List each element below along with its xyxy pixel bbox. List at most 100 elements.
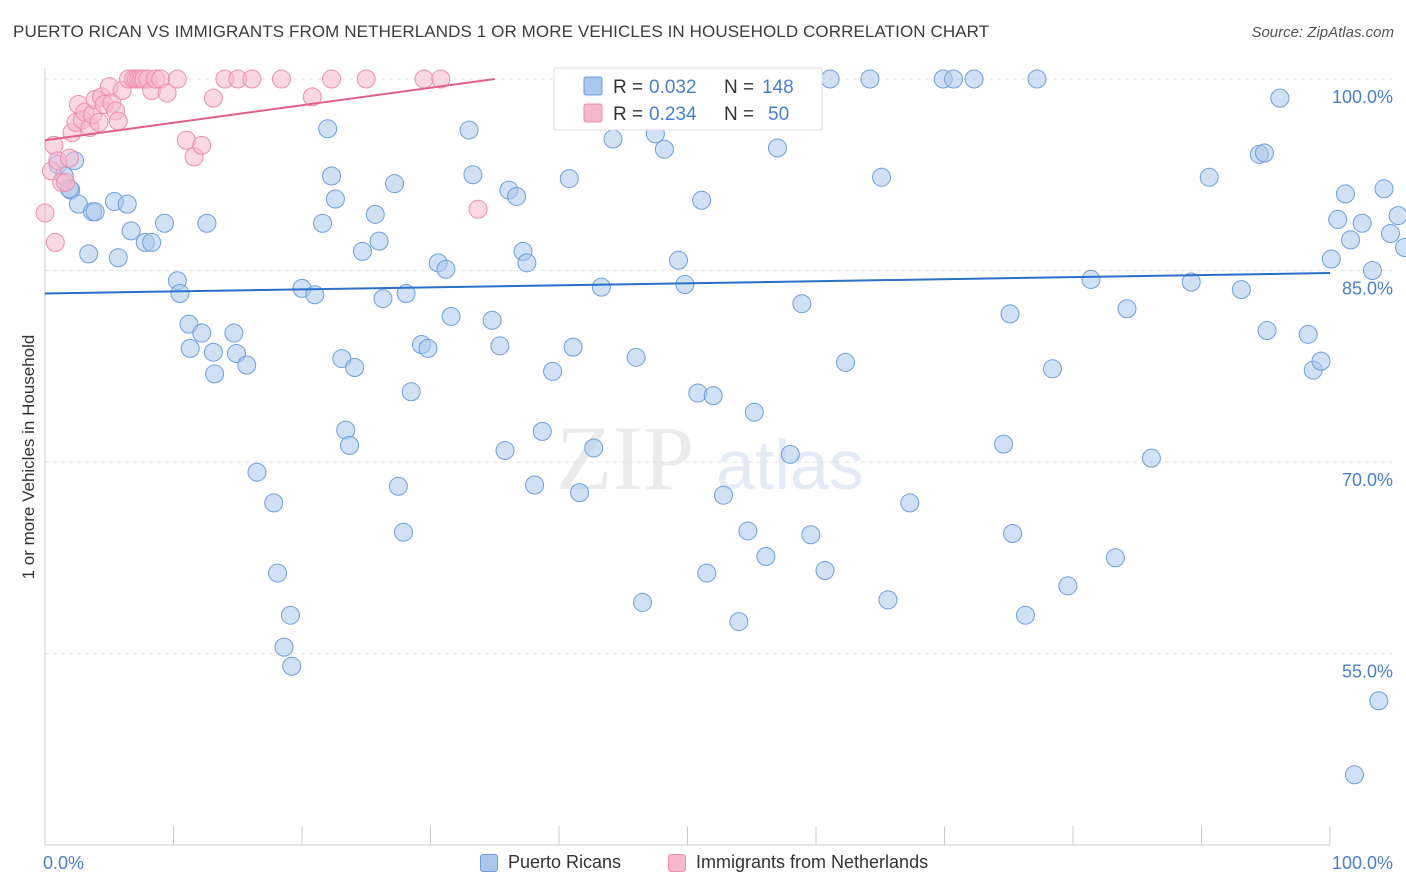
point-series-blue-113: [1105, 548, 1125, 568]
point-series-blue-82: [692, 190, 712, 210]
point-series-blue-129: [1341, 230, 1361, 250]
point-series-blue-39: [340, 435, 360, 455]
point-series-blue-21: [205, 364, 225, 384]
point-series-blue-95: [815, 561, 835, 581]
bottom-legend-label-netherlands: Immigrants from Netherlands: [696, 852, 929, 872]
point-series-blue-84: [703, 386, 723, 406]
point-series-pink-37: [192, 135, 212, 155]
bottom-legend-item-netherlands: Immigrants from Netherlands: [668, 852, 928, 873]
point-series-blue-51: [418, 338, 438, 358]
point-series-blue-12: [142, 232, 162, 252]
point-series-pink-34: [167, 69, 187, 89]
point-series-blue-70: [584, 438, 604, 458]
trend-lines: [44, 78, 1331, 295]
y-tick-labels: 100.0% 85.0% 70.0% 55.0%: [1332, 87, 1393, 682]
point-series-blue-61: [507, 186, 527, 206]
legend-n-label-pink: N =: [724, 104, 754, 125]
axes: [44, 68, 1331, 846]
point-series-blue-33: [313, 213, 333, 233]
point-series-blue-36: [325, 189, 345, 209]
point-series-blue-88: [744, 402, 764, 422]
point-series-blue-73: [603, 129, 623, 149]
legend-r-value-pink: 0.234: [649, 104, 697, 125]
point-series-blue-6: [85, 202, 105, 222]
point-series-blue-10: [121, 221, 141, 241]
point-series-blue-85: [713, 485, 733, 505]
point-series-blue-116: [1181, 272, 1201, 292]
point-series-pink-6: [59, 148, 79, 168]
point-series-blue-112: [1081, 269, 1101, 289]
point-series-blue-104: [964, 69, 984, 89]
point-series-blue-121: [1257, 321, 1277, 341]
point-series-pink-44: [322, 69, 342, 89]
legend-swatch-netherlands: [668, 853, 686, 872]
point-series-blue-92: [780, 444, 800, 464]
point-series-blue-25: [247, 462, 267, 482]
point-series-blue-106: [1000, 304, 1020, 324]
legend-swatch-blue: [583, 76, 603, 96]
source-label: Source: ZipAtlas.com: [1251, 24, 1394, 41]
legend-n-value-pink: 50: [768, 104, 789, 125]
trend-line-puerto-ricans: [44, 272, 1331, 295]
point-series-blue-94: [801, 525, 821, 545]
point-series-blue-123: [1298, 324, 1318, 344]
watermark: ZIP atlas: [556, 407, 864, 509]
watermark-atlas: atlas: [716, 426, 864, 504]
point-series-blue-107: [1003, 523, 1023, 543]
y-tick-label-70: 70.0%: [1342, 470, 1393, 490]
point-series-blue-98: [860, 69, 880, 89]
bottom-legend-item-puerto-ricans: Puerto Ricans: [480, 852, 621, 873]
point-series-blue-126: [1321, 249, 1341, 269]
legend-r-label-blue: R =: [613, 77, 643, 98]
point-series-blue-127: [1328, 209, 1348, 229]
point-series-pink-43: [302, 87, 322, 107]
point-series-blue-44: [373, 289, 393, 309]
point-series-blue-87: [738, 521, 758, 541]
point-series-blue-132: [1369, 691, 1389, 711]
legend-n-value-blue: 148: [762, 77, 794, 98]
point-series-blue-43: [369, 231, 389, 251]
point-series-blue-114: [1117, 299, 1137, 319]
point-series-blue-151: [1344, 765, 1364, 785]
legend-swatch-puerto-ricans: [480, 853, 498, 872]
point-series-blue-29: [280, 605, 300, 625]
point-series-blue-67: [559, 169, 579, 189]
bottom-legend: Puerto Ricans Immigrants from Netherland…: [0, 852, 1406, 878]
point-series-blue-26: [264, 493, 284, 513]
point-series-blue-74: [626, 347, 646, 367]
point-series-blue-4: [79, 244, 99, 264]
point-series-blue-46: [388, 476, 408, 496]
point-series-blue-34: [318, 119, 338, 139]
point-series-pink-48: [468, 199, 488, 219]
point-series-blue-64: [525, 475, 545, 495]
point-series-blue-48: [396, 283, 416, 303]
point-series-blue-110: [1042, 359, 1062, 379]
point-series-blue-57: [482, 310, 502, 330]
point-series-blue-58: [490, 336, 510, 356]
y-tick-label-55: 55.0%: [1342, 662, 1393, 682]
point-series-blue-108: [1015, 605, 1035, 625]
point-series-blue-79: [669, 250, 689, 270]
point-series-blue-68: [563, 337, 583, 357]
point-series-blue-93: [792, 294, 812, 314]
point-series-blue-78: [654, 139, 674, 159]
point-series-blue-133: [1374, 179, 1394, 199]
point-series-pink-45: [356, 69, 376, 89]
point-series-blue-115: [1141, 448, 1161, 468]
point-series-blue-131: [1362, 261, 1382, 280]
bottom-legend-label-puerto-ricans: Puerto Ricans: [508, 852, 622, 872]
point-series-blue-118: [1231, 280, 1251, 300]
point-series-blue-28: [274, 637, 294, 657]
point-series-blue-13: [155, 213, 175, 233]
chart-title: PUERTO RICAN VS IMMIGRANTS FROM NETHERLA…: [13, 22, 990, 41]
point-series-blue-101: [900, 493, 920, 513]
point-series-blue-117: [1199, 167, 1219, 187]
point-series-blue-120: [1254, 143, 1274, 163]
point-series-blue-47: [394, 522, 414, 542]
legend-swatch-pink: [583, 103, 603, 123]
point-series-blue-30: [282, 656, 302, 676]
point-series-blue-91: [767, 138, 787, 158]
point-series-blue-55: [459, 120, 479, 140]
point-series-blue-96: [820, 69, 840, 89]
